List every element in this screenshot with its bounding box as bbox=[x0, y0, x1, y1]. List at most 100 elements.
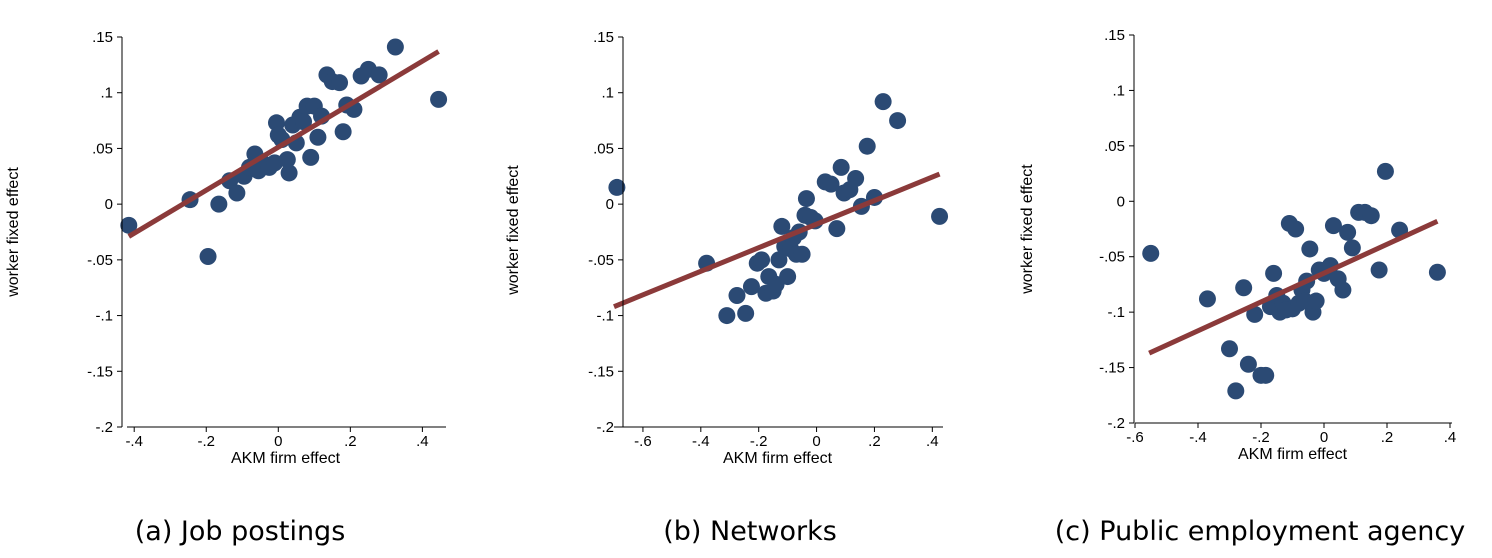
scatter-point bbox=[1324, 217, 1342, 235]
scatter-point bbox=[858, 137, 876, 155]
x-tick-label: -.2 bbox=[1252, 429, 1270, 446]
panel-networks: -.2 -.15 -.1 -.05 0 .05 .1 .15 -.6 -.4 -.2 0 .2 .4 w… bbox=[505, 29, 949, 547]
scatter-point bbox=[1334, 281, 1352, 299]
scatter-point bbox=[1339, 223, 1357, 241]
x-axis-label: AKM firm effect bbox=[1238, 446, 1348, 463]
y-tick-label: -.15 bbox=[87, 363, 113, 380]
y-tick-label: -.15 bbox=[588, 363, 614, 380]
y-tick-label: -.1 bbox=[596, 308, 614, 325]
y-tick-label: -.2 bbox=[596, 419, 614, 436]
scatter-point bbox=[931, 207, 949, 225]
y-axis-label: worker fixed effect bbox=[5, 167, 22, 298]
scatter-point bbox=[773, 217, 791, 235]
y-tick-label: .1 bbox=[1112, 82, 1125, 99]
scatter-point bbox=[1287, 220, 1305, 238]
scatter-point bbox=[210, 195, 228, 213]
x-tick-label: -.2 bbox=[750, 433, 768, 450]
x-tick-label: 0 bbox=[274, 433, 282, 450]
scatter-point bbox=[334, 123, 352, 141]
x-tick-label: .2 bbox=[1381, 429, 1394, 446]
panel-caption: (c) Public employment agency bbox=[1055, 516, 1465, 547]
scatter-point bbox=[386, 38, 404, 56]
x-tick-label: -.4 bbox=[1189, 429, 1207, 446]
panel-caption: (a) Job postings bbox=[135, 516, 346, 547]
x-axis-label: AKM firm effect bbox=[723, 450, 833, 467]
scatter-point bbox=[889, 112, 907, 130]
y-tick-label: .1 bbox=[601, 85, 614, 102]
scatter-points bbox=[120, 38, 448, 266]
scatter-point bbox=[1428, 263, 1446, 281]
scatter-point bbox=[742, 278, 760, 296]
scatter-point bbox=[370, 66, 388, 84]
x-tick-label: .4 bbox=[1444, 429, 1457, 446]
x-ticks: -.6 -.4 -.2 0 .2 .4 bbox=[634, 427, 939, 450]
fit-line bbox=[127, 49, 440, 239]
y-ticks: -.2 -.15 -.1 -.05 0 .05 .1 .15 bbox=[588, 29, 623, 436]
scatter-point bbox=[1227, 382, 1245, 400]
scatter-point bbox=[1370, 261, 1388, 279]
scatter-point bbox=[779, 268, 797, 286]
scatter-point bbox=[1198, 290, 1216, 308]
x-tick-label: 0 bbox=[812, 433, 820, 450]
scatter-point bbox=[832, 158, 850, 176]
scatter-point bbox=[1221, 340, 1238, 358]
y-tick-label: .05 bbox=[1104, 138, 1125, 155]
y-tick-label: 0 bbox=[606, 196, 614, 213]
scatter-point bbox=[797, 190, 815, 208]
scatter-point bbox=[278, 151, 296, 169]
scatter-point bbox=[280, 164, 298, 182]
scatter-point bbox=[1343, 239, 1361, 257]
scatter-point bbox=[1142, 244, 1160, 262]
scatter-point bbox=[120, 216, 138, 234]
y-tick-label: -.2 bbox=[1107, 415, 1125, 432]
panel-caption: (b) Networks bbox=[663, 516, 837, 547]
scatter-point bbox=[728, 287, 746, 305]
x-tick-label: -.2 bbox=[197, 433, 215, 450]
scatter-point bbox=[1307, 292, 1325, 310]
x-tick-label: 0 bbox=[1320, 429, 1328, 446]
scatter-point bbox=[737, 304, 755, 322]
panel-public-employment-agency: -.2 -.15 -.1 -.05 0 .05 .1 .15 -.6 -.4 -.2 0 .2 .4 w… bbox=[1019, 27, 1465, 547]
scatter-point bbox=[331, 74, 349, 92]
y-tick-label: -.05 bbox=[1099, 249, 1125, 266]
y-tick-label: -.1 bbox=[95, 308, 113, 325]
fit-line bbox=[613, 171, 941, 309]
x-axis-label: AKM firm effect bbox=[231, 450, 341, 467]
scatter-point bbox=[228, 184, 246, 202]
scatter-point bbox=[753, 251, 771, 269]
scatter-point bbox=[302, 148, 320, 166]
x-tick-label: -.4 bbox=[692, 433, 710, 450]
y-tick-label: -.1 bbox=[1107, 304, 1125, 321]
scatter-point bbox=[309, 128, 327, 146]
y-axis-label: worker fixed effect bbox=[1019, 164, 1036, 295]
y-tick-label: .05 bbox=[593, 140, 614, 157]
y-tick-label: .1 bbox=[100, 85, 113, 102]
scatter-point bbox=[295, 113, 313, 131]
x-tick-label: .4 bbox=[926, 433, 939, 450]
scatter-point bbox=[1362, 207, 1380, 225]
y-tick-label: .15 bbox=[1104, 27, 1125, 44]
scatter-point bbox=[1376, 162, 1394, 180]
x-ticks: -.6 -.4 -.2 0 .2 .4 bbox=[1126, 423, 1456, 446]
scatter-point bbox=[608, 178, 626, 196]
y-ticks: -.2 -.15 -.1 -.05 0 .05 .1 .15 bbox=[1099, 27, 1134, 432]
y-tick-label: -.15 bbox=[1099, 360, 1125, 377]
scatter-point bbox=[1235, 279, 1253, 297]
scatter-points bbox=[1142, 162, 1446, 400]
scatter-point bbox=[1265, 264, 1283, 282]
scatter-point bbox=[874, 93, 892, 111]
x-tick-label: -.4 bbox=[125, 433, 143, 450]
y-tick-label: 0 bbox=[1117, 193, 1125, 210]
scatter-point bbox=[770, 251, 788, 269]
x-tick-label: .2 bbox=[868, 433, 881, 450]
x-tick-label: -.6 bbox=[1126, 429, 1144, 446]
x-tick-label: -.6 bbox=[634, 433, 652, 450]
y-tick-label: .15 bbox=[593, 29, 614, 46]
scatter-point bbox=[1301, 240, 1319, 258]
scatter-point bbox=[199, 248, 217, 266]
scatter-point bbox=[828, 220, 846, 238]
y-tick-label: -.2 bbox=[95, 419, 113, 436]
scatter-point bbox=[847, 170, 865, 188]
y-tick-label: -.05 bbox=[588, 252, 614, 269]
